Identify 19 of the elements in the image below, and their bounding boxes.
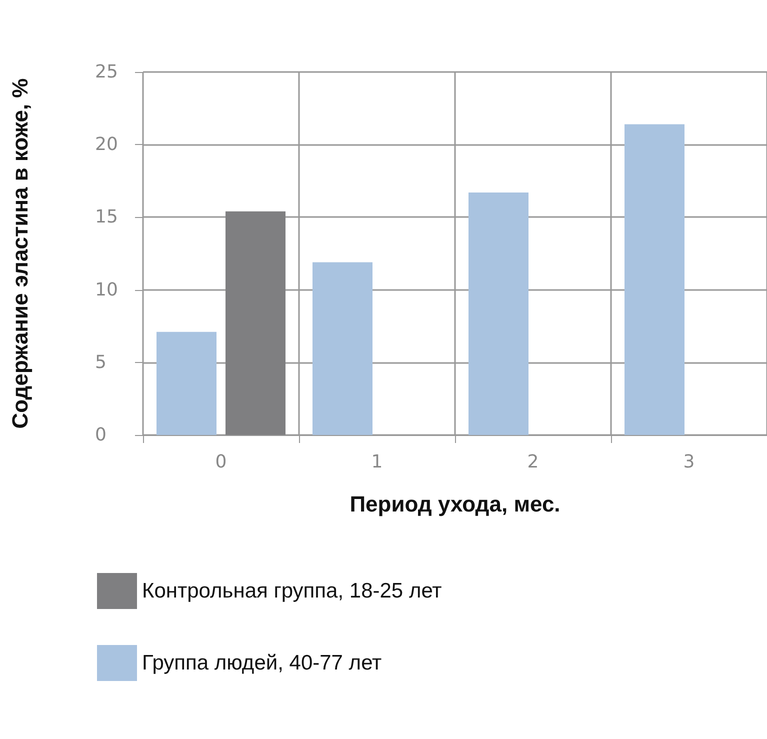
legend-label: Группа людей, 40-77 лет: [142, 652, 382, 674]
y-tick-label: 5: [95, 352, 106, 373]
y-tick-label: 15: [95, 206, 118, 228]
x-tick-label: 2: [527, 452, 539, 472]
x-tick-label: 3: [683, 452, 695, 472]
y-axis-title: Содержание эластина в коже, %: [8, 78, 32, 429]
x-tick-label: 1: [371, 452, 383, 472]
bar: [312, 262, 372, 435]
bar: [468, 192, 528, 435]
y-tick-label: 20: [95, 134, 118, 156]
legend-label: Контрольная группа, 18-25 лет: [142, 580, 442, 602]
x-axis-title: Период ухода, мес.: [350, 492, 560, 516]
x-tick-label: 0: [215, 452, 227, 472]
y-tick-label: 25: [95, 62, 118, 82]
bar: [156, 332, 216, 435]
y-tick-label: 10: [95, 279, 118, 300]
y-tick-label: 0: [95, 424, 106, 446]
bar: [226, 211, 286, 435]
bar: [624, 124, 684, 435]
